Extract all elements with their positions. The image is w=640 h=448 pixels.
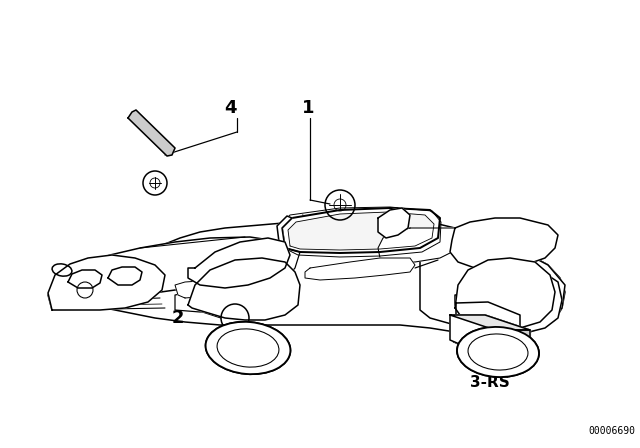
Polygon shape (108, 267, 142, 285)
Polygon shape (48, 255, 165, 310)
Polygon shape (65, 237, 285, 305)
Polygon shape (378, 208, 410, 238)
Ellipse shape (217, 329, 279, 367)
Polygon shape (175, 268, 262, 298)
Polygon shape (456, 302, 520, 340)
Ellipse shape (217, 329, 279, 367)
Ellipse shape (457, 327, 539, 377)
Polygon shape (450, 218, 558, 268)
Polygon shape (288, 212, 434, 250)
Text: 2: 2 (172, 309, 184, 327)
Polygon shape (277, 216, 292, 250)
Ellipse shape (205, 322, 291, 374)
Polygon shape (450, 315, 530, 330)
Polygon shape (48, 215, 565, 333)
Polygon shape (495, 330, 530, 355)
Polygon shape (128, 110, 175, 156)
Polygon shape (455, 258, 555, 330)
Text: 1: 1 (301, 99, 314, 117)
Ellipse shape (468, 334, 528, 370)
Polygon shape (188, 258, 300, 320)
Text: 3-RS: 3-RS (470, 375, 510, 389)
Polygon shape (68, 270, 102, 288)
Polygon shape (282, 208, 440, 253)
Ellipse shape (457, 327, 539, 377)
Polygon shape (305, 258, 415, 280)
Text: 00006690: 00006690 (588, 426, 635, 436)
Polygon shape (490, 245, 565, 335)
Polygon shape (420, 228, 558, 328)
Polygon shape (175, 248, 300, 312)
Text: 4: 4 (224, 99, 236, 117)
Ellipse shape (205, 322, 291, 374)
Polygon shape (188, 238, 290, 288)
Polygon shape (450, 315, 530, 355)
Polygon shape (378, 228, 458, 262)
Polygon shape (455, 268, 562, 333)
Ellipse shape (468, 334, 528, 370)
